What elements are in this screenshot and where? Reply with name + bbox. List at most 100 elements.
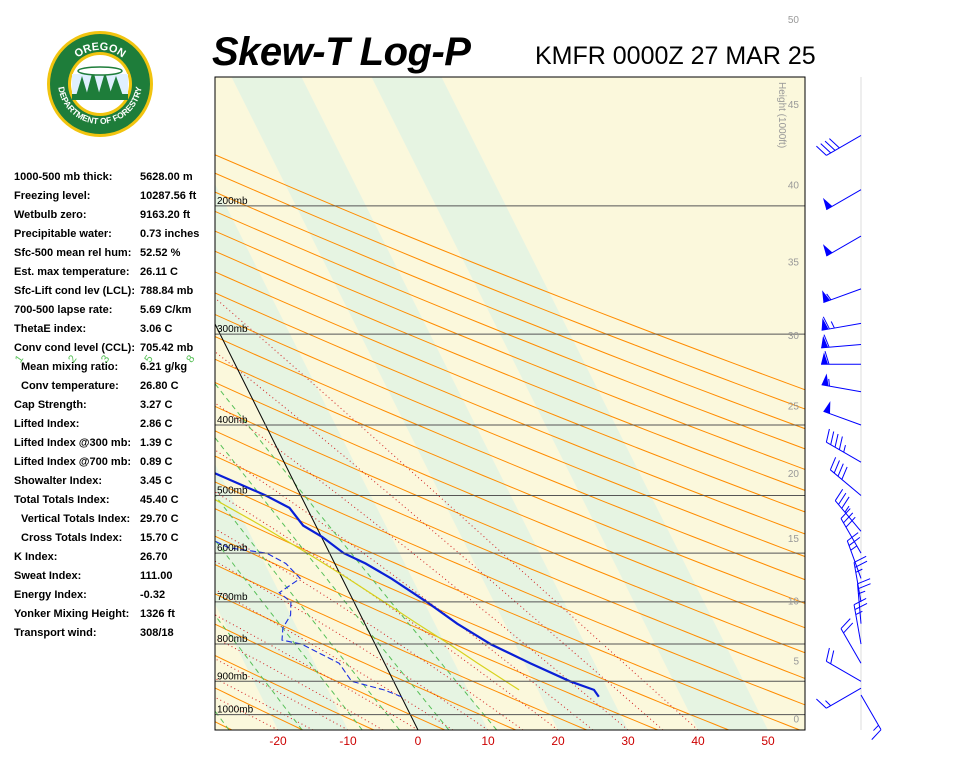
dry-adiabat-line — [215, 210, 805, 450]
temperature-tick-label: 0 — [415, 734, 422, 748]
height-tick-label: 0 — [793, 715, 799, 726]
wind-barb — [853, 555, 868, 602]
index-label: Sfc-Lift cond lev (LCL): — [14, 285, 135, 297]
mixing-ratio-line — [215, 614, 303, 730]
index-value: 6.21 g/kg — [140, 361, 188, 373]
isotherm-band — [0, 77, 68, 730]
wind-barb — [825, 428, 862, 463]
height-tick-label: 10 — [788, 596, 800, 607]
wind-barb — [821, 351, 861, 365]
mixing-ratio-label: 3 — [99, 353, 112, 365]
index-value: 0.89 C — [140, 456, 173, 468]
dry-adiabat-line — [215, 271, 805, 513]
wind-barb — [829, 457, 862, 496]
dry-adiabat-line — [215, 313, 805, 558]
index-row: Est. max temperature: 26.11 C — [14, 263, 209, 282]
index-label: Wetbulb zero: — [14, 209, 87, 221]
dry-adiabat-line — [215, 381, 805, 629]
index-value: 9163.20 ft — [140, 209, 191, 221]
temperature-tick-label: 40 — [691, 734, 705, 748]
height-tick-label: 20 — [788, 469, 800, 480]
dry-adiabat-line — [215, 405, 805, 654]
index-value: 308/18 — [140, 627, 174, 639]
mixing-ratio-line — [215, 710, 230, 730]
index-value: 45.40 C — [140, 494, 179, 506]
index-label: Vertical Totals Index: — [21, 513, 131, 525]
height-tick-label: 35 — [788, 257, 800, 268]
index-row: Sfc-500 mean rel hum: 52.52 % — [14, 244, 209, 263]
isobar-label: 200mb — [217, 196, 248, 207]
moist-adiabat-line — [215, 297, 699, 730]
zero-isotherm-line — [215, 322, 419, 730]
moist-adiabat-line — [215, 351, 664, 730]
index-row: Sweat Index: 111.00 — [14, 567, 209, 586]
index-value: 29.70 C — [140, 513, 179, 525]
wind-barb — [822, 288, 862, 304]
index-label: 700-500 lapse rate: — [14, 304, 113, 316]
dry-adiabat-line — [215, 230, 805, 470]
height-tick-label: 30 — [788, 331, 800, 342]
index-label: Energy Index: — [14, 589, 87, 601]
index-row: 700-500 lapse rate: 5.69 C/km — [14, 301, 209, 320]
index-value: 3.06 C — [140, 323, 173, 335]
index-row: Sfc-Lift cond lev (LCL): 788.84 mb — [14, 282, 209, 301]
index-row: Conv temperature: 26.80 C — [14, 377, 209, 396]
index-value: -0.32 — [140, 589, 166, 601]
index-label: Freezing level: — [14, 190, 91, 202]
index-label: Sweat Index: — [14, 570, 82, 582]
height-tick-label: 50 — [788, 15, 800, 26]
wind-barb — [846, 532, 862, 579]
isotherm-band — [0, 77, 208, 730]
index-row: Wetbulb zero: 9163.20 ft — [14, 206, 209, 225]
temperature-tick-label: 50 — [761, 734, 775, 748]
index-value: 26.80 C — [140, 380, 179, 392]
index-label: Cross Totals Index: — [21, 532, 123, 544]
temperature-tick-label: 30 — [621, 734, 635, 748]
wind-barb — [821, 373, 862, 393]
index-label: Transport wind: — [14, 627, 97, 639]
index-row: Freezing level: 10287.56 ft — [14, 187, 209, 206]
dry-adiabat-line — [215, 623, 446, 730]
index-value: 0.73 inches — [140, 228, 200, 240]
oregon-forestry-logo: OREGON DEPARTMENT OF FORESTRY — [46, 30, 154, 138]
index-value: 3.27 C — [140, 399, 173, 411]
height-tick-label: 15 — [788, 534, 800, 545]
index-label: K Index: — [14, 551, 58, 563]
plot-area — [0, 77, 805, 730]
wind-barb — [840, 618, 862, 664]
index-label: Precipitable water: — [14, 228, 112, 240]
stability-indices-list: 1000-500 mb thick: 5628.00 m Freezing leve… — [14, 168, 209, 643]
index-value: 3.45 C — [140, 475, 173, 487]
index-row: K Index: 26.70 — [14, 548, 209, 567]
index-row: Mean mixing ratio: 6.21 g/kg — [14, 358, 209, 377]
index-label: Lifted Index @700 mb: — [14, 456, 132, 468]
dry-adiabat-line — [215, 455, 805, 706]
wind-barb — [825, 647, 862, 682]
index-value: 5.69 C/km — [140, 304, 192, 316]
index-row: Lifted Index @300 mb: 1.39 C — [14, 434, 209, 453]
mixing-ratio-label: 1 — [13, 353, 26, 365]
index-row: 1000-500 mb thick: 5628.00 m — [14, 168, 209, 187]
mixing-ratio-label: 2 — [66, 353, 79, 365]
index-label: Total Totals Index: — [14, 494, 110, 506]
dewpoint-line — [215, 540, 402, 698]
index-label: Showalter Index: — [14, 475, 103, 487]
index-label: Conv temperature: — [21, 380, 119, 392]
temperature-tick-label: -10 — [339, 734, 357, 748]
mixing-ratio-label: 5 — [142, 353, 155, 365]
isobar-label: 800mb — [217, 634, 248, 645]
index-value: 5628.00 m — [140, 171, 193, 183]
index-label: Est. max temperature: — [14, 266, 130, 278]
wind-barb — [821, 316, 862, 331]
height-tick-label: 40 — [788, 181, 800, 192]
moist-adiabat-line — [215, 491, 559, 730]
index-label: Cap Strength: — [14, 399, 87, 411]
index-value: 705.42 mb — [140, 342, 194, 354]
wind-barb — [822, 189, 862, 211]
mixing-ratio-line — [215, 383, 498, 730]
index-label: ThetaE index: — [14, 323, 87, 335]
index-row: Energy Index: -0.32 — [14, 586, 209, 605]
plot-frame — [214, 76, 806, 731]
height-tick-label: 5 — [793, 657, 799, 668]
